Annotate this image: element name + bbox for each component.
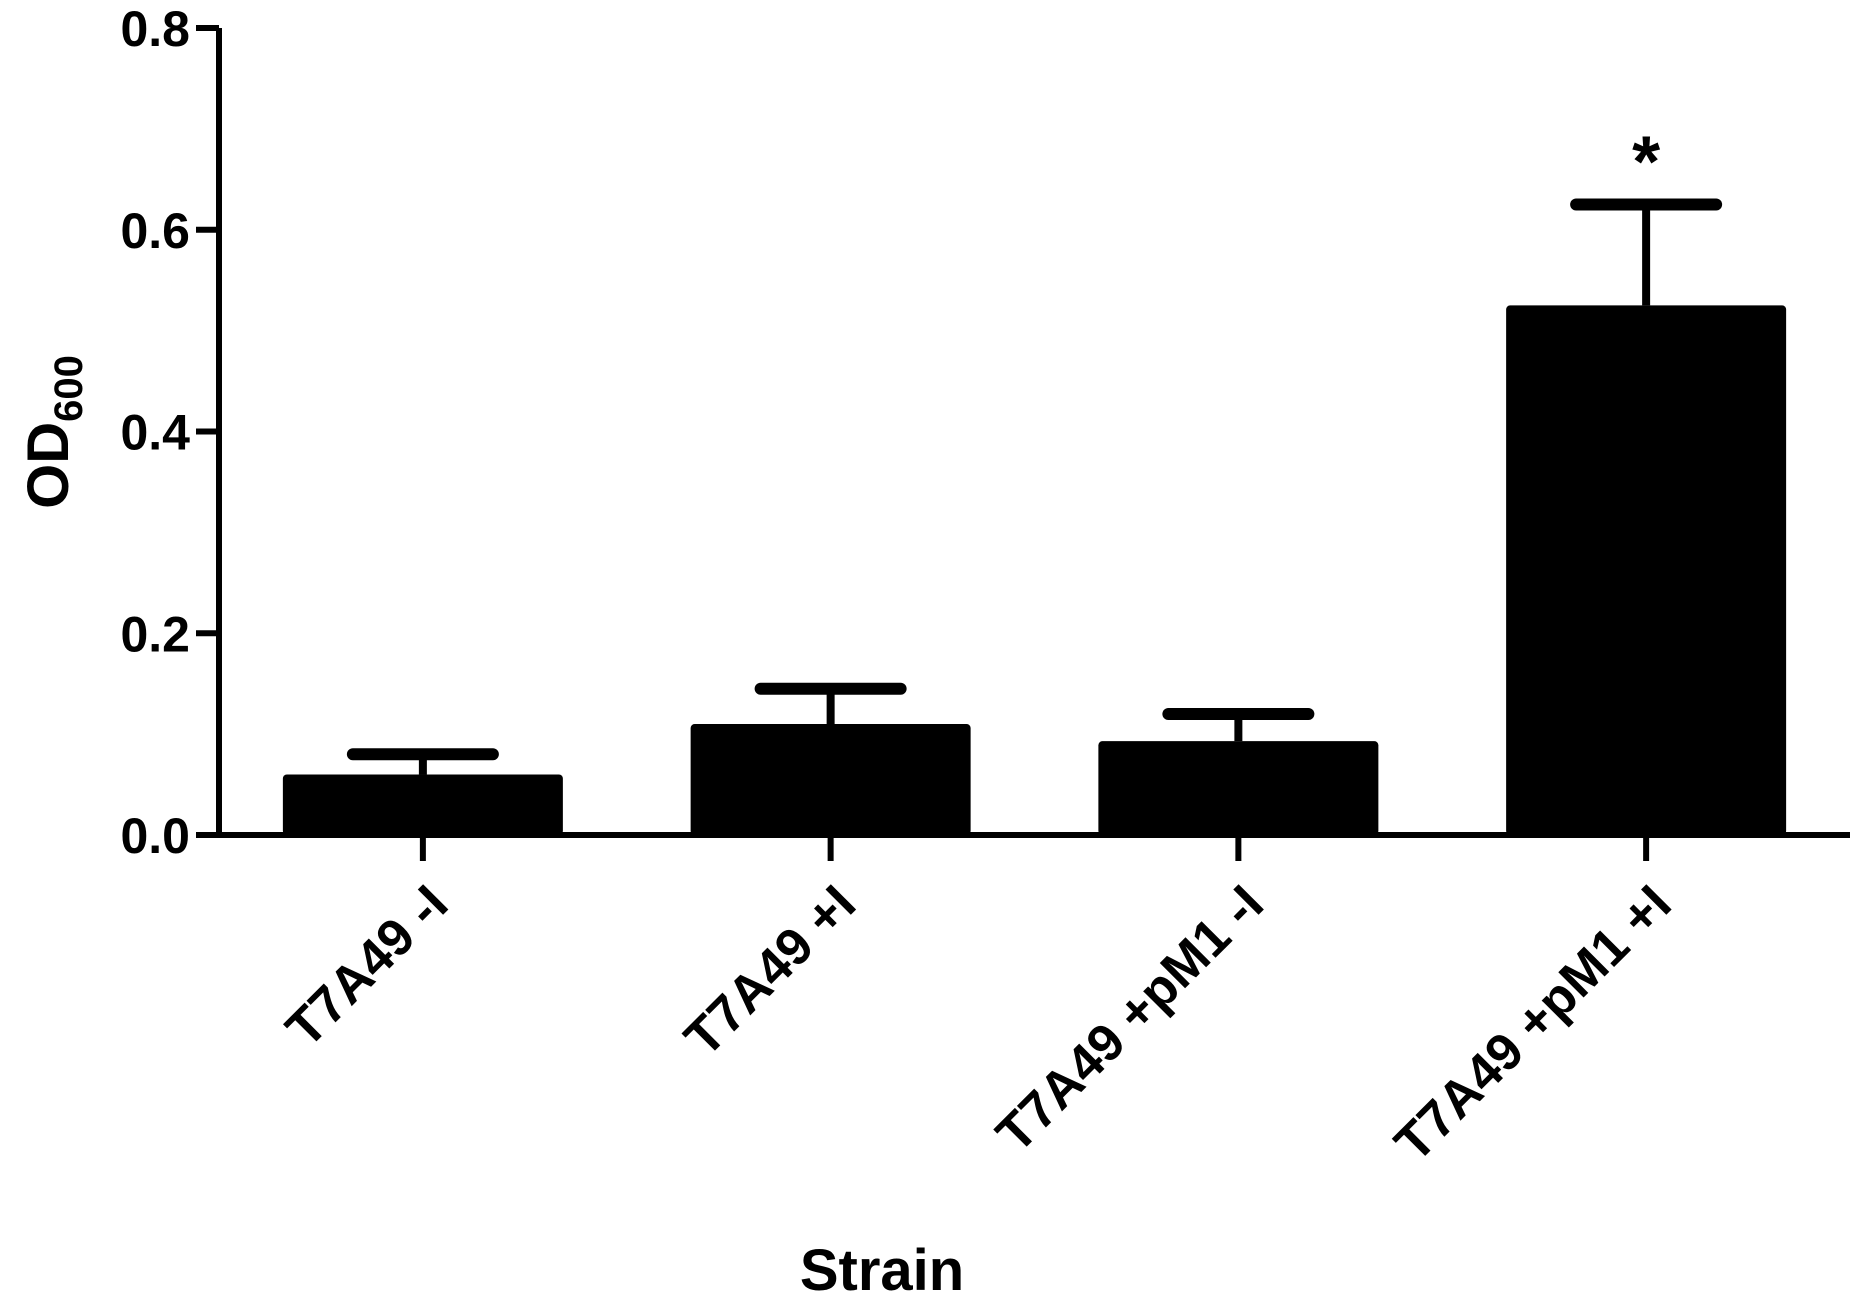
x-category-label: T7A49 -I: [275, 874, 459, 1058]
y-axis-title-subscript: 600: [47, 355, 91, 422]
bar: [1506, 305, 1787, 835]
x-ticks: T7A49 -I T7A49 +I T7A49 +pM1 -I T7A49 +pM1 …: [275, 835, 1683, 1173]
y-tick-label: 0.0: [120, 808, 190, 864]
error-bars: [346, 198, 1723, 775]
y-tick-label: 0.4: [120, 405, 190, 461]
y-tick-label: 0.6: [120, 203, 190, 259]
x-category-label: T7A49 +I: [674, 874, 867, 1067]
y-axis-title-main: OD: [16, 422, 81, 509]
bar: [690, 724, 971, 835]
bar: [1098, 741, 1379, 835]
y-ticks: 0.0 0.2 0.4 0.6 0.8: [120, 1, 219, 864]
x-category-label: T7A49 +pM1 -I: [986, 874, 1275, 1163]
significance-marker: *: [1632, 123, 1660, 203]
bars: [282, 305, 1787, 835]
x-category-label: T7A49 +pM1 +I: [1384, 874, 1683, 1173]
annotations: *: [1632, 123, 1660, 203]
y-tick-label: 0.2: [120, 606, 190, 662]
bar: [282, 774, 563, 835]
y-tick-label: 0.8: [120, 1, 190, 57]
y-axis-title: OD600: [16, 355, 91, 509]
x-axis-title: Strain: [800, 1238, 964, 1300]
